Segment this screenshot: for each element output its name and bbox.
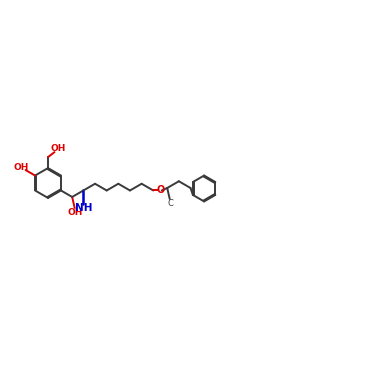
Text: C: C <box>168 199 174 208</box>
Text: OH: OH <box>51 144 66 153</box>
Text: O: O <box>157 185 165 195</box>
Text: OH: OH <box>13 163 28 172</box>
Text: OH: OH <box>68 208 83 217</box>
Text: NH: NH <box>75 203 92 213</box>
